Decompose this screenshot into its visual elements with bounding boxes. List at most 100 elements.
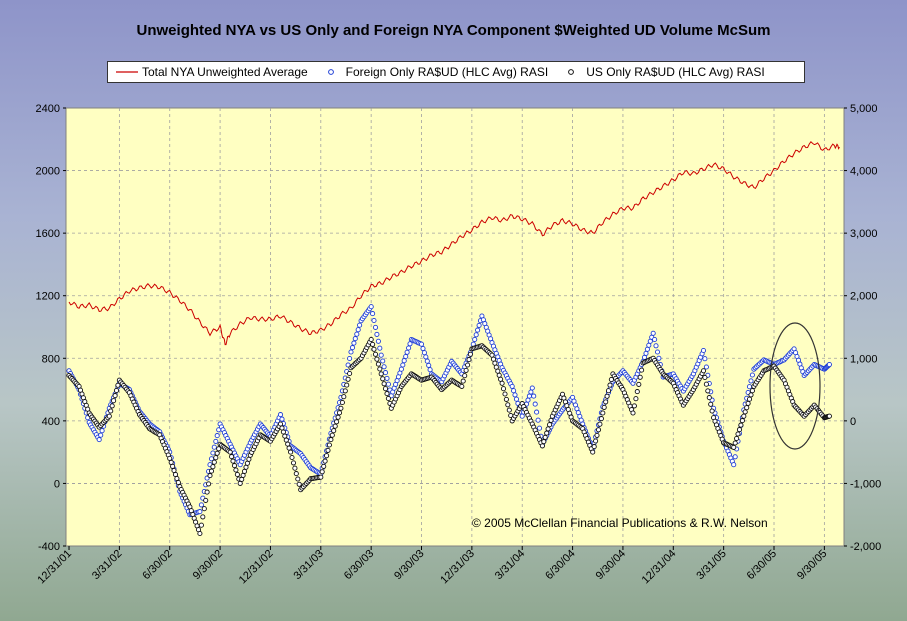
chart-legend: Total NYA Unweighted Average Foreign Onl… <box>107 61 805 83</box>
data-point <box>98 432 104 438</box>
data-point <box>636 381 642 387</box>
data-point <box>513 396 520 402</box>
y-right-tick-label: 4,000 <box>850 166 878 178</box>
data-point <box>370 341 376 347</box>
x-tick-label: 6/30/04 <box>543 548 577 582</box>
x-tick-label: 3/31/02 <box>90 548 124 582</box>
data-point <box>338 405 344 411</box>
data-point <box>344 382 350 388</box>
x-tick-label: 12/31/04 <box>640 548 679 587</box>
data-point <box>526 393 532 399</box>
y-left-tick-label: 1600 <box>36 228 60 240</box>
data-point <box>203 497 209 503</box>
y-left-tick-label: 0 <box>54 478 60 490</box>
plot-area <box>65 107 845 547</box>
data-point <box>322 458 328 464</box>
data-point <box>324 453 330 459</box>
data-point <box>603 399 609 405</box>
x-tick-label: 3/31/05 <box>694 548 728 582</box>
data-point <box>385 381 391 387</box>
data-point <box>381 381 387 387</box>
data-point <box>601 404 607 410</box>
data-point <box>295 476 301 482</box>
data-point <box>744 405 750 411</box>
data-point <box>326 442 332 448</box>
data-point <box>347 355 353 362</box>
data-point <box>230 458 236 464</box>
y-left-tick-label: 1200 <box>36 291 60 303</box>
data-point <box>385 395 391 402</box>
data-point <box>374 356 380 362</box>
data-point <box>534 409 540 415</box>
data-point <box>593 438 599 444</box>
copyright-annotation: © 2005 McClellan Financial Publications … <box>472 516 768 530</box>
y-left-tick-label: 2000 <box>36 166 60 178</box>
data-point <box>736 427 743 433</box>
data-point <box>208 468 215 474</box>
legend-label: US Only RA$UD (HLC Avg) RASI <box>586 65 765 79</box>
data-point <box>590 449 596 455</box>
data-point <box>604 393 610 399</box>
data-point <box>734 435 740 442</box>
data-point <box>229 454 235 460</box>
data-point <box>349 345 356 351</box>
data-point <box>545 426 551 432</box>
data-point <box>532 401 538 407</box>
data-point <box>280 429 286 435</box>
legend-item-us: US Only RA$UD (HLC Avg) RASI <box>560 65 765 79</box>
data-point <box>374 331 380 337</box>
data-point <box>542 434 548 440</box>
series-group <box>66 141 840 537</box>
data-point <box>170 463 176 469</box>
data-point <box>597 421 603 427</box>
legend-item-total: Total NYA Unweighted Average <box>116 65 308 79</box>
data-point <box>423 354 429 360</box>
data-point <box>352 336 358 342</box>
data-point <box>204 489 210 495</box>
data-point <box>600 410 606 416</box>
data-point <box>702 356 708 362</box>
legend-line-swatch <box>116 66 138 78</box>
data-point <box>654 349 661 355</box>
data-point <box>375 361 381 367</box>
data-point <box>336 410 343 416</box>
data-point <box>339 399 345 406</box>
data-point <box>401 358 407 364</box>
data-point <box>547 422 553 428</box>
data-point <box>175 479 181 486</box>
data-point <box>746 396 753 402</box>
data-point <box>548 417 554 423</box>
data-point <box>345 376 351 382</box>
data-point <box>739 418 745 424</box>
data-point <box>348 349 354 355</box>
data-point <box>210 464 216 470</box>
data-point <box>321 463 327 469</box>
data-point <box>536 425 543 431</box>
data-point <box>241 468 248 474</box>
data-point <box>382 386 389 392</box>
data-point <box>418 341 425 347</box>
data-point <box>544 430 550 436</box>
data-point <box>357 322 363 328</box>
series-us-markers <box>66 336 832 537</box>
data-point <box>475 327 481 333</box>
data-point <box>384 391 390 397</box>
data-point <box>643 350 649 356</box>
data-point <box>206 481 212 487</box>
data-point <box>460 378 466 384</box>
data-point <box>213 438 219 444</box>
data-point <box>277 412 284 418</box>
data-point <box>198 502 204 508</box>
data-point <box>96 437 102 443</box>
data-point <box>211 459 217 465</box>
data-point <box>741 413 747 419</box>
data-point <box>372 351 379 357</box>
x-tick-label: 9/30/05 <box>795 548 829 582</box>
data-point <box>325 447 331 453</box>
y-right-tick-label: 5,000 <box>850 103 878 115</box>
data-point <box>329 432 335 438</box>
chart-title: Unweighted NYA vs US Only and Foreign NY… <box>136 22 771 39</box>
data-point <box>332 423 338 429</box>
data-point <box>473 332 479 338</box>
data-point <box>500 386 507 392</box>
